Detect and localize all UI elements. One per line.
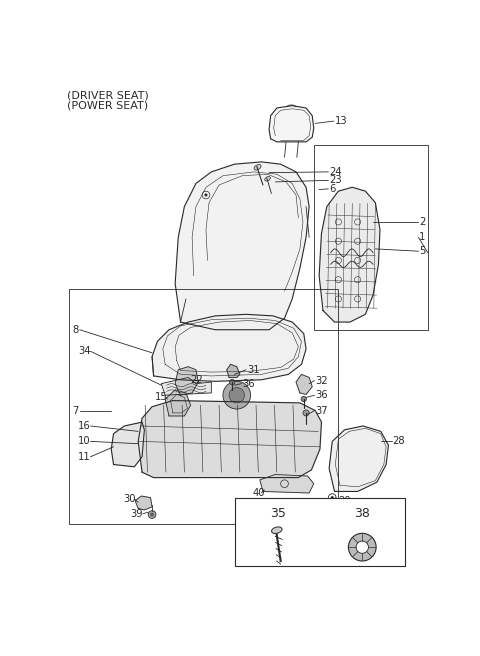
Text: 23: 23	[329, 175, 342, 186]
Text: 19: 19	[326, 510, 339, 520]
Text: 38: 38	[354, 507, 370, 520]
Circle shape	[229, 388, 244, 403]
Polygon shape	[296, 375, 312, 394]
Text: 15: 15	[155, 392, 168, 403]
Text: 24: 24	[329, 167, 342, 177]
Polygon shape	[319, 188, 380, 322]
Circle shape	[148, 510, 156, 518]
Text: (POWER SEAT): (POWER SEAT)	[67, 100, 148, 110]
Polygon shape	[260, 474, 314, 493]
Polygon shape	[152, 314, 306, 381]
Text: 1: 1	[419, 232, 426, 242]
Polygon shape	[111, 422, 144, 467]
Circle shape	[348, 533, 376, 561]
FancyBboxPatch shape	[235, 499, 405, 566]
Polygon shape	[161, 377, 211, 395]
Circle shape	[223, 381, 251, 409]
Text: 13: 13	[335, 116, 347, 126]
Polygon shape	[227, 364, 240, 377]
Text: 30: 30	[123, 494, 135, 504]
Text: (DRIVER SEAT): (DRIVER SEAT)	[67, 91, 149, 100]
Text: 11: 11	[78, 452, 91, 462]
Text: 22: 22	[191, 375, 204, 385]
Polygon shape	[329, 426, 388, 491]
Ellipse shape	[254, 165, 261, 170]
Text: 2: 2	[419, 217, 426, 227]
Polygon shape	[135, 496, 152, 510]
Text: 34: 34	[78, 346, 91, 356]
Text: 32: 32	[315, 375, 328, 386]
Circle shape	[204, 194, 207, 197]
Circle shape	[331, 496, 334, 499]
Text: 39: 39	[131, 509, 143, 519]
Circle shape	[356, 541, 369, 553]
Circle shape	[324, 499, 329, 503]
Text: 6: 6	[329, 184, 336, 194]
Text: 40: 40	[252, 488, 264, 498]
Circle shape	[229, 379, 235, 385]
Text: 5: 5	[419, 246, 426, 256]
Circle shape	[303, 410, 309, 416]
Polygon shape	[175, 367, 198, 395]
Text: 16: 16	[78, 421, 91, 431]
Text: 20: 20	[338, 496, 351, 506]
Text: 7: 7	[72, 405, 78, 416]
Text: 31: 31	[248, 365, 260, 375]
Polygon shape	[138, 401, 322, 478]
Text: 36: 36	[315, 390, 328, 400]
Ellipse shape	[265, 176, 270, 181]
Polygon shape	[175, 162, 309, 330]
Circle shape	[301, 396, 306, 401]
Circle shape	[151, 513, 154, 516]
Polygon shape	[269, 106, 314, 142]
Text: 35: 35	[270, 507, 286, 520]
Ellipse shape	[272, 527, 282, 533]
Text: 8: 8	[72, 325, 78, 335]
Text: 10: 10	[78, 436, 91, 446]
Polygon shape	[165, 390, 191, 416]
Text: 28: 28	[392, 436, 405, 446]
Text: 36: 36	[242, 379, 255, 388]
Text: 37: 37	[315, 405, 328, 416]
